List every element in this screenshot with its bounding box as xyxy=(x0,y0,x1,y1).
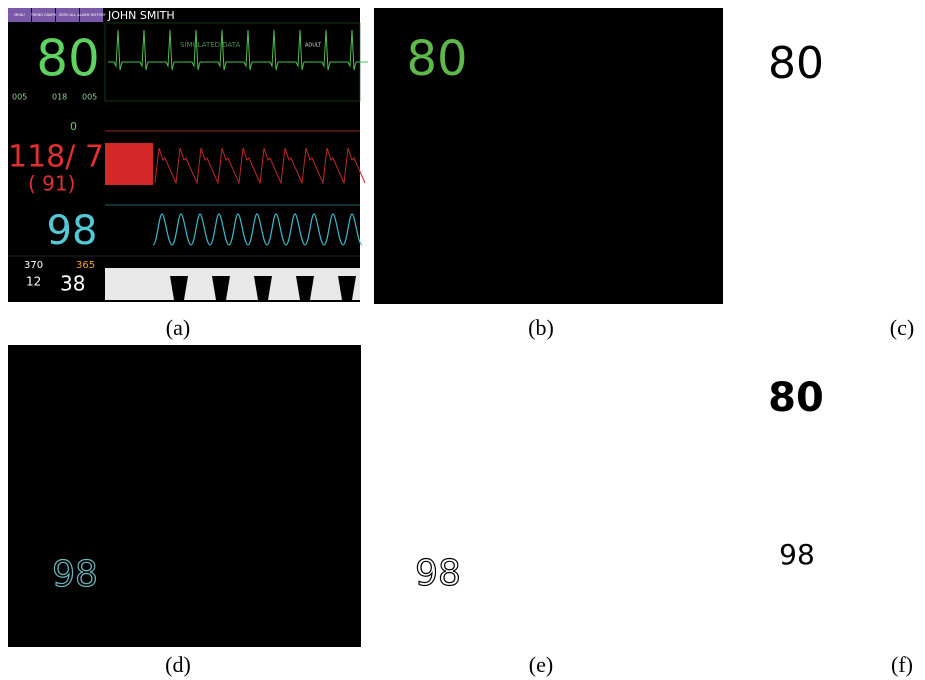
caption: (b) xyxy=(528,315,554,340)
button-label: ZERO ALL xyxy=(59,13,76,17)
caption: (e) xyxy=(529,652,553,677)
button-label: ALARM HISTORY xyxy=(77,13,106,17)
caption: (f) xyxy=(891,652,913,677)
digits: 98 xyxy=(415,553,461,594)
small-value: 38 xyxy=(60,272,85,296)
figure: MENU TREND GRAPHZERO ALLALARM HISTORY JOH… xyxy=(0,0,925,680)
button-label: MENU xyxy=(14,13,25,17)
co2-strip xyxy=(105,268,360,300)
mean-pressure: ( 91) xyxy=(28,172,75,196)
mode: ADULT xyxy=(305,43,322,49)
caption: (d) xyxy=(165,652,191,677)
st-value: 005 xyxy=(82,93,97,102)
caption: (a) xyxy=(166,315,190,340)
button-label: TREND GRAPH xyxy=(30,13,57,17)
digits: 80 xyxy=(406,31,467,87)
page: {"panels": [ {"label": "(a)", "monitor":… xyxy=(0,0,925,680)
watermark: SIMULATED DATA xyxy=(180,41,241,49)
caption: (c) xyxy=(890,315,914,340)
heart-rate: 80 xyxy=(36,30,100,88)
pressure-block xyxy=(105,143,153,185)
st-value: 005 xyxy=(12,93,27,102)
patient-name: JOHN SMITH xyxy=(107,9,175,22)
small-value: 370 xyxy=(24,260,43,271)
digits: 80 xyxy=(768,375,824,421)
small-value: 365 xyxy=(76,260,95,271)
pvc: 0 xyxy=(70,120,77,133)
st-value: 018 xyxy=(52,93,67,102)
small-value: 12 xyxy=(26,275,41,289)
digits: 98 xyxy=(779,538,815,571)
digits: 98 xyxy=(52,554,98,595)
digits: 80 xyxy=(768,38,824,89)
panel-d xyxy=(8,345,361,647)
spo2: 98 xyxy=(47,208,98,254)
